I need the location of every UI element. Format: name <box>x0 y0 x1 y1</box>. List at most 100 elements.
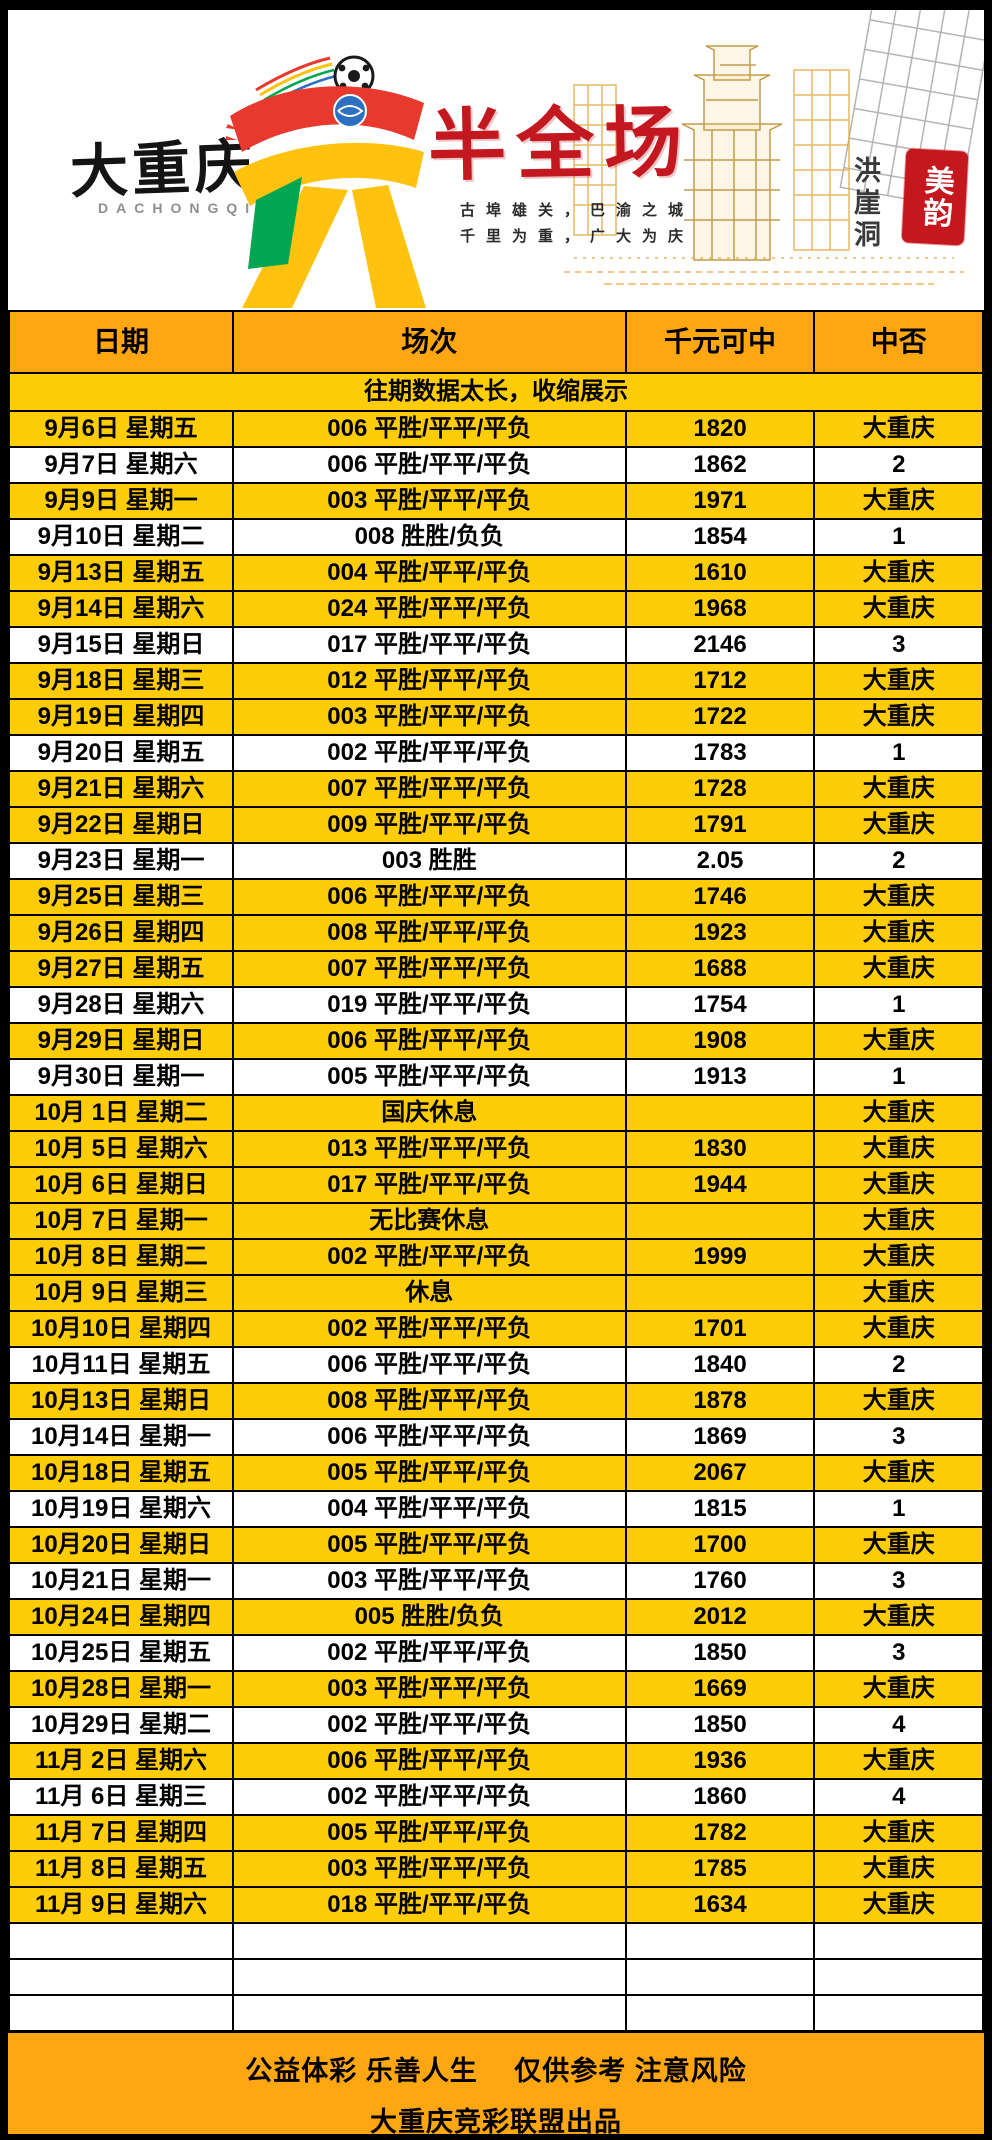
table-row: 9月25日 星期三 006 平胜/平平/平负 1746 大重庆 <box>7 878 984 916</box>
table-row: 10月19日 星期六 004 平胜/平平/平负 1815 1 <box>7 1490 984 1528</box>
result-cell: 大重庆 <box>813 914 984 952</box>
date-cell <box>7 1922 235 1960</box>
table-row: 11月 6日 星期三 002 平胜/平平/平负 1860 4 <box>7 1778 984 1816</box>
result-cell: 4 <box>813 1706 984 1744</box>
table-row: 9月28日 星期六 019 平胜/平平/平负 1754 1 <box>7 986 984 1024</box>
date-cell: 10月10日 星期四 <box>7 1310 235 1348</box>
table-row: 10月10日 星期四 002 平胜/平平/平负 1701 大重庆 <box>7 1310 984 1348</box>
table-row: 9月27日 星期五 007 平胜/平平/平负 1688 大重庆 <box>7 950 984 988</box>
result-cell: 大重庆 <box>813 1814 984 1852</box>
odds-cell: 1854 <box>624 518 816 556</box>
match-cell: 005 平胜/平平/平负 <box>232 1526 627 1564</box>
match-cell: 024 平胜/平平/平负 <box>232 590 627 628</box>
result-cell: 大重庆 <box>813 806 984 844</box>
page-title: 半全场 <box>427 97 693 191</box>
match-cell: 003 平胜/平平/平负 <box>232 482 627 520</box>
table-row: 11月 8日 星期五 003 平胜/平平/平负 1785 大重庆 <box>7 1850 984 1888</box>
table-row: 10月28日 星期一 003 平胜/平平/平负 1669 大重庆 <box>7 1670 984 1708</box>
result-cell: 大重庆 <box>813 1238 984 1276</box>
date-cell: 9月29日 星期日 <box>7 1022 235 1060</box>
match-cell: 003 平胜/平平/平负 <box>232 1850 627 1888</box>
result-cell: 大重庆 <box>813 1742 984 1780</box>
date-cell: 9月26日 星期四 <box>7 914 235 952</box>
result-cell: 大重庆 <box>813 1166 984 1204</box>
odds-cell: 1712 <box>624 662 816 700</box>
odds-cell: 1746 <box>624 878 816 916</box>
match-cell: 007 平胜/平平/平负 <box>232 950 627 988</box>
result-cell: 大重庆 <box>813 1022 984 1060</box>
result-cell: 1 <box>813 1490 984 1528</box>
odds-cell: 1701 <box>624 1310 816 1348</box>
collapse-notice[interactable]: 往期数据太长，收缩展示 <box>8 372 984 412</box>
match-cell: 008 胜胜/负负 <box>232 518 627 556</box>
match-cell: 008 平胜/平平/平负 <box>232 1382 627 1420</box>
table-row: 9月18日 星期三 012 平胜/平平/平负 1712 大重庆 <box>7 662 984 700</box>
result-cell: 大重庆 <box>813 554 984 592</box>
col-header-odds: 千元可中 <box>624 310 816 374</box>
table-row: 10月14日 星期一 006 平胜/平平/平负 1869 3 <box>7 1418 984 1456</box>
date-cell: 9月10日 星期二 <box>7 518 235 556</box>
match-cell: 005 平胜/平平/平负 <box>232 1058 627 1096</box>
landmark-label: 洪崖洞 <box>849 156 880 252</box>
result-cell: 大重庆 <box>813 482 984 520</box>
match-cell: 002 平胜/平平/平负 <box>232 1310 627 1348</box>
result-cell: 大重庆 <box>813 1454 984 1492</box>
result-cell <box>813 1958 984 1996</box>
table-row: 10月21日 星期一 003 平胜/平平/平负 1760 3 <box>7 1562 984 1600</box>
date-cell: 11月 6日 星期三 <box>7 1778 235 1816</box>
date-cell: 10月 8日 星期二 <box>7 1238 235 1276</box>
date-cell: 10月29日 星期二 <box>7 1706 235 1744</box>
result-cell: 大重庆 <box>813 1274 984 1312</box>
tagline-line2: 千里为重，广大为庆 <box>460 228 695 245</box>
page: 大重庆 DACHONGQING <box>7 10 984 2137</box>
footer-producer: 大重庆竞彩联盟出品 <box>370 2107 622 2137</box>
table-row: 10月 8日 星期二 002 平胜/平平/平负 1999 大重庆 <box>7 1238 984 1276</box>
results-table: 日期 场次 千元可中 中否 往期数据太长，收缩展示 9月6日 星期五 006 平胜… <box>7 310 984 2032</box>
odds-cell: 2067 <box>624 1454 816 1492</box>
col-header-match: 场次 <box>232 310 627 374</box>
odds-cell: 1913 <box>624 1058 816 1096</box>
date-cell: 9月14日 星期六 <box>7 590 235 628</box>
match-cell <box>232 1958 627 1996</box>
match-cell: 009 平胜/平平/平负 <box>232 806 627 844</box>
date-cell: 9月15日 星期日 <box>7 626 235 664</box>
odds-cell: 1820 <box>624 410 816 448</box>
match-cell: 012 平胜/平平/平负 <box>232 662 627 700</box>
table-row: 10月25日 星期五 002 平胜/平平/平负 1850 3 <box>7 1634 984 1672</box>
odds-cell: 1688 <box>624 950 816 988</box>
odds-cell <box>624 1958 816 1996</box>
table-row: 9月9日 星期一 003 平胜/平平/平负 1971 大重庆 <box>7 482 984 520</box>
dachongqing-emblem <box>226 55 426 308</box>
odds-cell: 1634 <box>624 1886 816 1924</box>
odds-cell: 1785 <box>624 1850 816 1888</box>
match-cell: 006 平胜/平平/平负 <box>232 1742 627 1780</box>
match-cell <box>232 1994 627 2032</box>
collapse-notice-row[interactable]: 往期数据太长，收缩展示 <box>8 372 984 412</box>
table-row: 10月 7日 星期一 无比赛休息 大重庆 <box>7 1202 984 1240</box>
date-cell: 9月7日 星期六 <box>7 446 235 484</box>
date-cell: 11月 2日 星期六 <box>7 1742 235 1780</box>
table-row: 10月24日 星期四 005 胜胜/负负 2012 大重庆 <box>7 1598 984 1636</box>
table-row: 11月 9日 星期六 018 平胜/平平/平负 1634 大重庆 <box>7 1886 984 1924</box>
date-cell: 9月30日 星期一 <box>7 1058 235 1096</box>
odds-cell <box>624 1094 816 1132</box>
table-row: 9月6日 星期五 006 平胜/平平/平负 1820 大重庆 <box>7 410 984 448</box>
match-cell: 006 平胜/平平/平负 <box>232 1346 627 1384</box>
result-cell: 大重庆 <box>813 950 984 988</box>
result-cell <box>813 1922 984 1960</box>
date-cell: 10月20日 星期日 <box>7 1526 235 1564</box>
odds-cell: 2012 <box>624 1598 816 1636</box>
odds-cell: 1782 <box>624 1814 816 1852</box>
result-cell: 1 <box>813 1058 984 1096</box>
odds-cell: 1971 <box>624 482 816 520</box>
match-cell: 017 平胜/平平/平负 <box>232 1166 627 1204</box>
col-header-date: 日期 <box>7 310 235 374</box>
table-row: 9月23日 星期一 003 胜胜 2.05 2 <box>7 842 984 880</box>
match-cell: 005 平胜/平平/平负 <box>232 1814 627 1852</box>
match-cell: 006 平胜/平平/平负 <box>232 1418 627 1456</box>
table-row: 9月7日 星期六 006 平胜/平平/平负 1862 2 <box>7 446 984 484</box>
table-row: 10月 9日 星期三 休息 大重庆 <box>7 1274 984 1312</box>
date-cell: 10月11日 星期五 <box>7 1346 235 1384</box>
result-cell: 3 <box>813 626 984 664</box>
match-cell: 003 平胜/平平/平负 <box>232 1562 627 1600</box>
